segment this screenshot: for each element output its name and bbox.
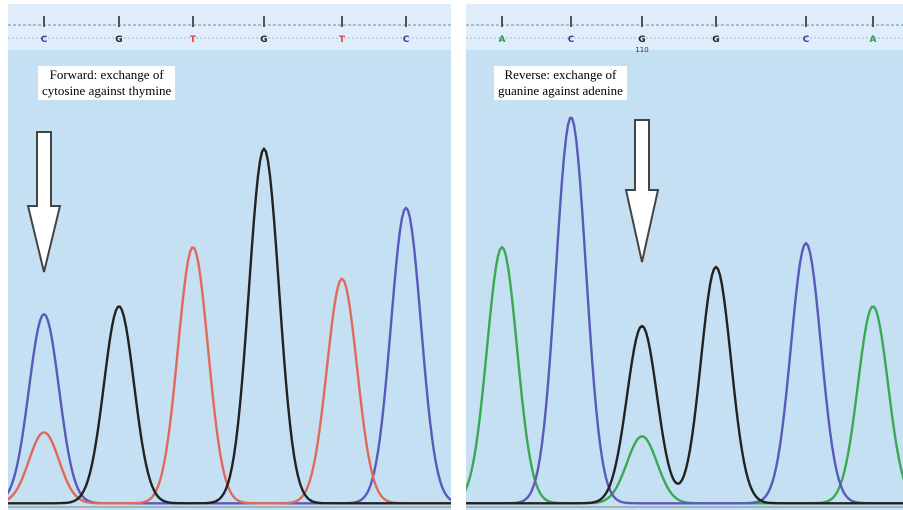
reverse-annotation-line2: guanine against adenine xyxy=(498,83,623,98)
base-call-label: C xyxy=(403,35,410,45)
trace-t xyxy=(8,246,451,505)
trace-g xyxy=(466,265,903,505)
sequence-header xyxy=(466,4,903,50)
trace-g xyxy=(8,147,451,505)
base-call-label: G xyxy=(638,35,645,45)
mutation-arrow-icon xyxy=(624,119,660,263)
sequence-header xyxy=(8,4,451,50)
trace-a xyxy=(466,246,903,505)
trace-c xyxy=(466,116,903,505)
base-call-label: G xyxy=(115,35,122,45)
base-call-label: C xyxy=(41,35,48,45)
forward-annotation: Forward: exchange of cytosine against th… xyxy=(38,66,176,100)
base-call-label: T xyxy=(190,35,197,45)
forward-annotation-line1: Forward: exchange of xyxy=(49,67,164,82)
base-call-label: C xyxy=(568,35,575,45)
forward-annotation-line2: cytosine against thymine xyxy=(42,83,172,98)
base-call-label: A xyxy=(499,35,506,45)
base-call-label: T xyxy=(339,35,346,45)
base-call-label: G xyxy=(712,35,719,45)
forward-chromatogram-panel: C G T G T C Forward: exchange of cytosine aga… xyxy=(8,4,451,510)
reverse-annotation: Reverse: exchange of guanine against ade… xyxy=(494,66,627,100)
reverse-annotation-line1: Reverse: exchange of xyxy=(504,67,617,82)
base-call-label: C xyxy=(803,35,810,45)
reverse-chromatogram-panel: A C G G C A 110 Reverse: exchange of guanine a… xyxy=(466,4,903,510)
reverse-chromatogram: A C G G C A 110 xyxy=(466,4,903,508)
mutation-arrow-icon xyxy=(26,131,62,273)
base-call-label: A xyxy=(870,35,877,45)
position-label: 110 xyxy=(635,46,648,54)
base-call-label: G xyxy=(260,35,267,45)
trace-c xyxy=(8,206,451,505)
